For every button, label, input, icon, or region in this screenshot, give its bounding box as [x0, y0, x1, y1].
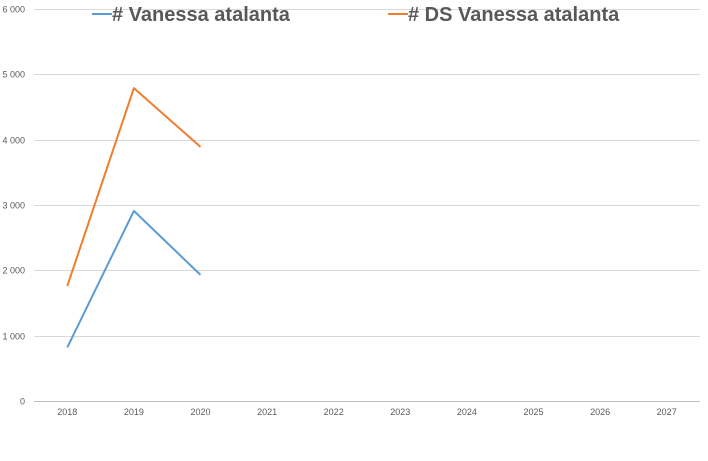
y-tick-label: 4 000 [2, 136, 25, 146]
legend-item-1: # Vanessa atalanta [92, 4, 291, 26]
series-line-1 [66, 209, 202, 348]
y-tick-label: 6 000 [2, 5, 25, 15]
gridlines [34, 9, 700, 402]
y-tick-label: 3 000 [2, 201, 25, 211]
x-tick-label: 2024 [457, 407, 477, 417]
legend-label: # DS Vanessa atalanta [408, 4, 620, 26]
x-tick-label: 2018 [57, 407, 77, 417]
x-tick-label: 2022 [324, 407, 344, 417]
x-tick-label: 2019 [124, 407, 144, 417]
series-lines [66, 87, 202, 348]
y-tick-label: 1 000 [2, 332, 25, 342]
y-tick-label: 5 000 [2, 70, 25, 80]
y-axis-tick-labels: 0 1 000 2 000 3 000 4 000 5 000 6 000 [2, 5, 25, 407]
legend: # Vanessa atalanta # DS Vanessa atalanta [92, 4, 620, 26]
x-tick-label: 2027 [657, 407, 677, 417]
y-tick-label: 0 [20, 397, 25, 407]
x-tick-label: 2021 [257, 407, 277, 417]
y-tick-label: 2 000 [2, 266, 25, 276]
x-tick-label: 2026 [590, 407, 610, 417]
legend-label: # Vanessa atalanta [112, 4, 291, 26]
series-line-2 [66, 87, 202, 287]
x-axis-tick-labels: 2018 2019 2020 2021 2022 2023 2024 2025 2026 2027 [57, 407, 676, 417]
legend-item-2: # DS Vanessa atalanta [388, 4, 620, 26]
x-tick-label: 2025 [523, 407, 543, 417]
x-tick-label: 2020 [190, 407, 210, 417]
x-tick-label: 2023 [390, 407, 410, 417]
